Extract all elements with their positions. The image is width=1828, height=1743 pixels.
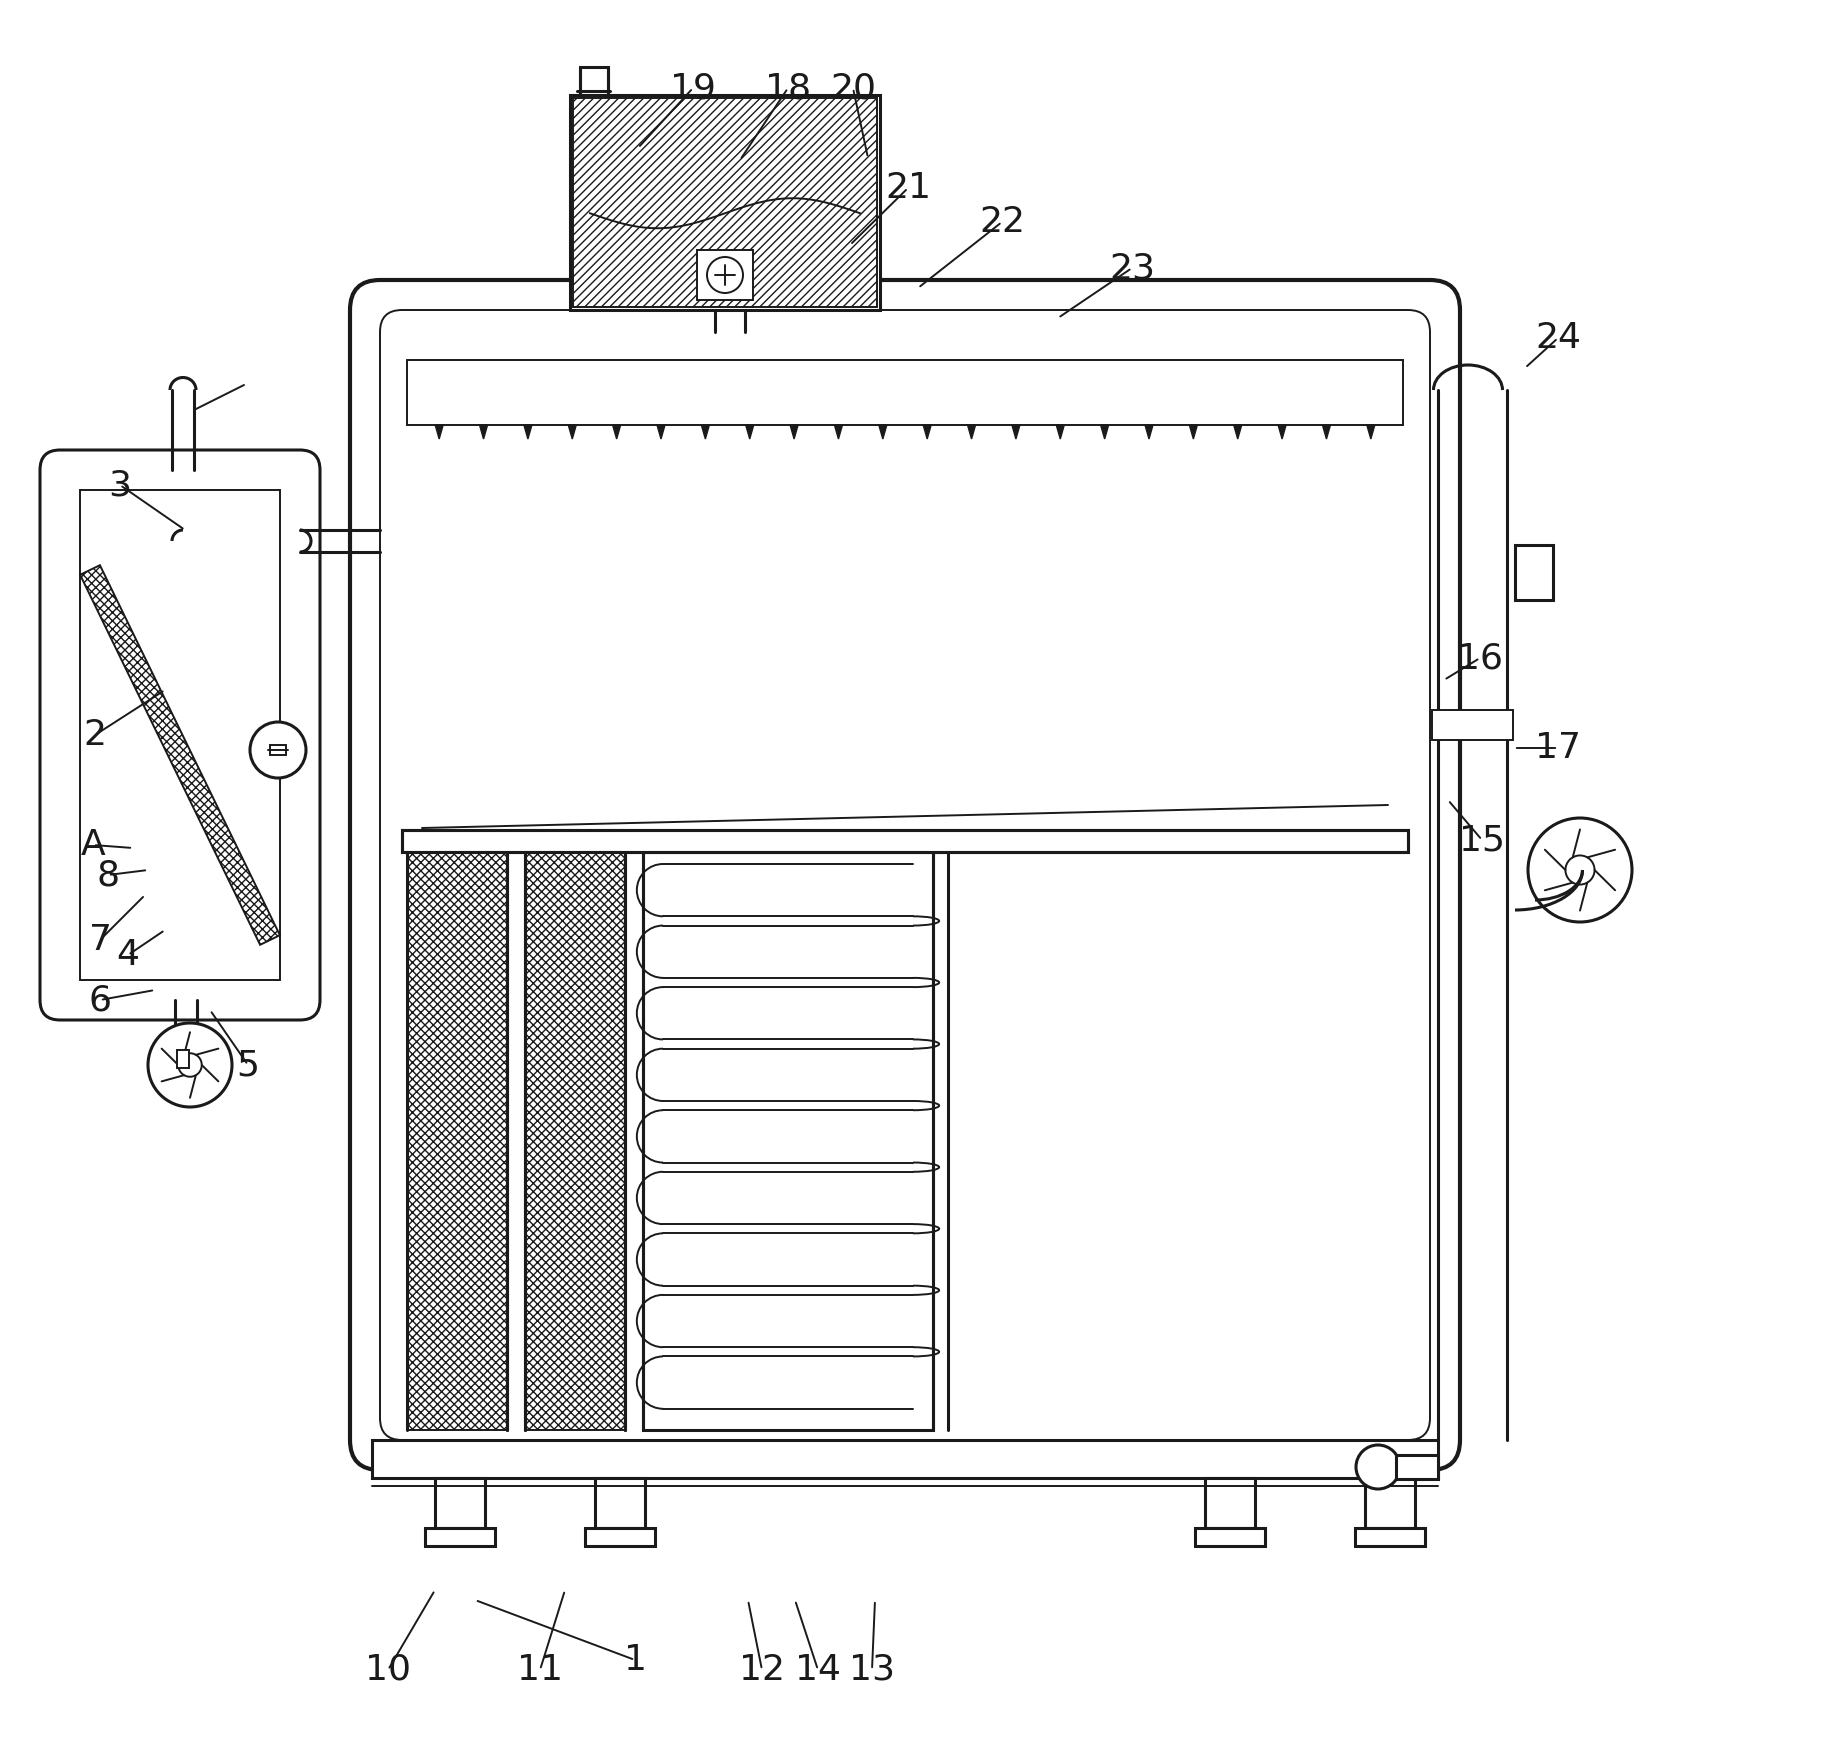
Polygon shape: [1057, 425, 1064, 439]
Bar: [1397, 1455, 1439, 1480]
Bar: [402, 830, 1408, 852]
FancyBboxPatch shape: [349, 281, 1461, 1469]
Polygon shape: [569, 425, 576, 439]
Text: 8: 8: [97, 858, 119, 892]
Bar: [1196, 1529, 1265, 1546]
Text: 17: 17: [1536, 730, 1581, 765]
Bar: [408, 852, 506, 1429]
Text: 18: 18: [764, 71, 812, 105]
Bar: [1355, 1529, 1426, 1546]
Bar: [1366, 1478, 1415, 1529]
Bar: [643, 852, 932, 1429]
Text: 15: 15: [1459, 823, 1504, 858]
Polygon shape: [1190, 425, 1197, 439]
Bar: [373, 1440, 1439, 1478]
Circle shape: [250, 722, 305, 777]
Bar: [525, 852, 625, 1429]
Bar: [594, 1478, 645, 1529]
Text: 6: 6: [88, 983, 112, 1016]
Polygon shape: [1367, 425, 1375, 439]
Text: 22: 22: [980, 206, 1026, 239]
Text: 1: 1: [623, 1644, 647, 1677]
Text: 7: 7: [88, 924, 112, 957]
Text: 5: 5: [236, 1048, 260, 1082]
Text: 10: 10: [366, 1652, 411, 1687]
Polygon shape: [479, 425, 488, 439]
Text: 20: 20: [830, 71, 876, 105]
FancyBboxPatch shape: [40, 450, 320, 1020]
Polygon shape: [1144, 425, 1153, 439]
Polygon shape: [967, 425, 976, 439]
Text: 12: 12: [739, 1652, 784, 1687]
Polygon shape: [656, 425, 665, 439]
Bar: [424, 1529, 495, 1546]
Circle shape: [1356, 1445, 1400, 1489]
Polygon shape: [923, 425, 930, 439]
Text: 16: 16: [1457, 641, 1503, 675]
Bar: [570, 96, 879, 310]
Bar: [572, 98, 877, 307]
Bar: [271, 744, 285, 755]
Bar: [579, 66, 609, 96]
Text: 11: 11: [517, 1652, 563, 1687]
Bar: [696, 249, 753, 300]
Polygon shape: [746, 425, 753, 439]
Polygon shape: [834, 425, 843, 439]
Polygon shape: [879, 425, 887, 439]
Text: 19: 19: [671, 71, 717, 105]
Polygon shape: [790, 425, 799, 439]
Text: 13: 13: [848, 1652, 896, 1687]
Polygon shape: [702, 425, 709, 439]
Text: 14: 14: [795, 1652, 841, 1687]
Text: 23: 23: [1110, 251, 1155, 286]
Polygon shape: [1322, 425, 1331, 439]
Bar: [1431, 709, 1514, 741]
Text: 21: 21: [885, 171, 930, 206]
Bar: [80, 490, 280, 980]
Polygon shape: [435, 425, 442, 439]
Text: 2: 2: [84, 718, 106, 751]
Circle shape: [1528, 817, 1632, 922]
Bar: [402, 830, 1408, 852]
Bar: [408, 361, 1404, 425]
Polygon shape: [1013, 425, 1020, 439]
Bar: [1515, 546, 1554, 600]
Text: 4: 4: [117, 938, 139, 973]
Circle shape: [707, 256, 742, 293]
Bar: [585, 1529, 654, 1546]
Polygon shape: [1278, 425, 1287, 439]
Text: 24: 24: [1536, 321, 1581, 356]
Circle shape: [148, 1023, 232, 1107]
Bar: [177, 1049, 188, 1068]
Text: A: A: [80, 828, 106, 863]
Text: 3: 3: [108, 469, 132, 502]
Bar: [1205, 1478, 1256, 1529]
Polygon shape: [612, 425, 622, 439]
Polygon shape: [1100, 425, 1108, 439]
Polygon shape: [525, 425, 532, 439]
Bar: [435, 1478, 484, 1529]
Circle shape: [1565, 856, 1594, 884]
Circle shape: [179, 1053, 201, 1077]
Polygon shape: [1234, 425, 1241, 439]
